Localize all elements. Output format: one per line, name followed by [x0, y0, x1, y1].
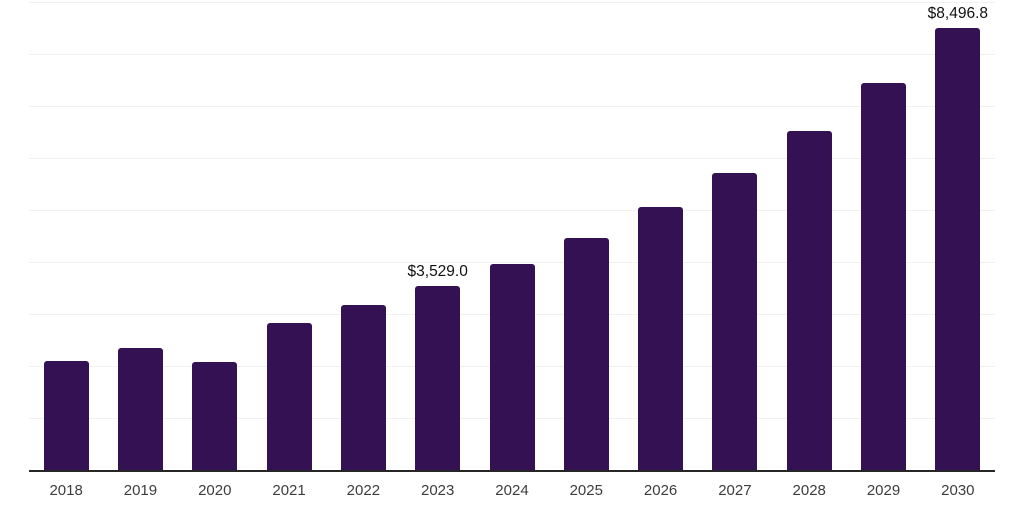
bar-2025: [563, 237, 609, 470]
x-tick-label: 2022: [346, 482, 381, 499]
bar-value-label: $8,496.8: [927, 5, 989, 23]
bar-2022: [340, 304, 386, 470]
gridline: [29, 106, 995, 107]
bar-value-label: $3,529.0: [407, 263, 468, 281]
bar-2028: [786, 131, 832, 470]
x-tick-label: 2026: [643, 482, 678, 499]
x-tick-label: 2019: [123, 482, 158, 499]
bar-2021: [266, 322, 312, 470]
bar-2023: [415, 286, 461, 470]
x-tick-label: 2027: [718, 482, 752, 499]
bar-2030: [935, 28, 981, 470]
x-axis: 2018 2019 2020 2021 2022 2023 2024 2025 2026 2027…: [29, 481, 995, 505]
gridline: [29, 262, 995, 263]
x-tick-label: 2023: [420, 482, 455, 499]
bar-2029: [861, 82, 907, 470]
x-tick-label: 2020: [198, 482, 232, 499]
bar-2027: [712, 172, 758, 470]
bar-2020: [192, 361, 238, 470]
x-tick-label: 2021: [272, 482, 306, 499]
gridline: [29, 2, 995, 3]
bar-2019: [117, 347, 163, 470]
bar-2018: [43, 360, 89, 470]
plot-area: $3,529.0 $8,496.8: [29, 0, 995, 472]
gridline: [29, 54, 995, 55]
gridline: [29, 158, 995, 159]
x-tick-label: 2029: [866, 482, 901, 499]
x-tick-label: 2018: [49, 482, 83, 499]
x-tick-label: 2030: [941, 482, 975, 499]
x-tick-label: 2028: [792, 482, 826, 499]
x-axis-line: [29, 470, 995, 472]
x-tick-label: 2024: [495, 482, 529, 499]
bar-2026: [638, 207, 684, 470]
x-tick-label: 2025: [569, 482, 603, 499]
gridline: [29, 210, 995, 211]
bar-2024: [489, 263, 535, 470]
